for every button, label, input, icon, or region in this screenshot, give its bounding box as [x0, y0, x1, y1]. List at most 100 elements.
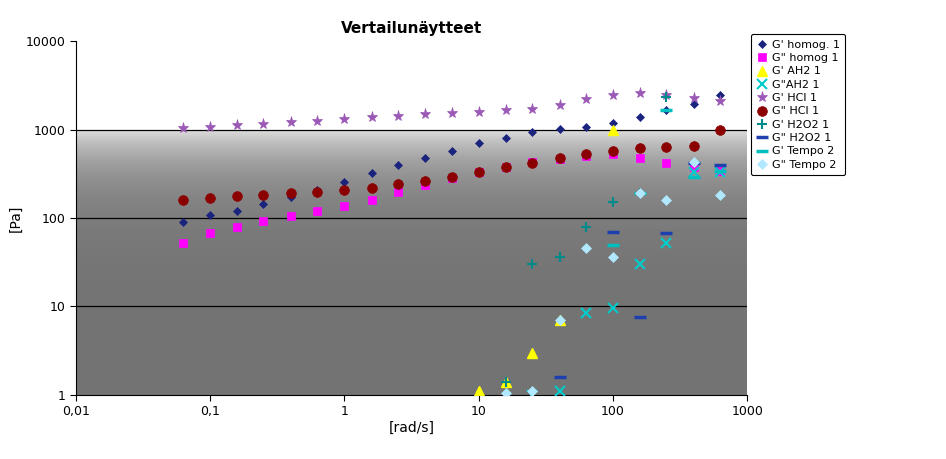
G" Tempo 2 — [607, 254, 619, 260]
G" homog 1 — [635, 156, 646, 161]
G" HCl 1 — [366, 185, 377, 190]
G" H2O2 1 — [607, 229, 619, 235]
G' AH2 1 — [527, 350, 538, 355]
G" Tempo 2 — [553, 317, 565, 323]
G' Tempo 2 — [661, 108, 673, 113]
G' homog. 1 — [258, 202, 270, 207]
G' HCl 1 — [258, 121, 270, 127]
Line: G' Tempo 2: G' Tempo 2 — [606, 104, 727, 251]
G' homog. 1 — [285, 195, 296, 200]
G' HCl 1 — [366, 115, 377, 120]
G" homog 1 — [366, 197, 377, 202]
G' AH2 1 — [607, 127, 619, 132]
G' homog. 1 — [366, 171, 377, 176]
G" Tempo 2 — [688, 159, 699, 164]
G" HCl 1 — [473, 169, 484, 174]
G" homog 1 — [500, 164, 512, 169]
G' HCl 1 — [553, 102, 565, 108]
G' homog. 1 — [232, 208, 243, 214]
G' HCl 1 — [500, 107, 512, 113]
G" HCl 1 — [715, 127, 727, 132]
G' homog. 1 — [688, 101, 699, 107]
Line: G' AH2 1: G' AH2 1 — [474, 125, 618, 396]
Line: G" H2O2 1: G" H2O2 1 — [553, 157, 727, 383]
G' Tempo 2 — [688, 174, 699, 179]
G' HCl 1 — [419, 112, 430, 117]
G" homog 1 — [232, 224, 243, 230]
G' Tempo 2 — [607, 242, 619, 247]
G' HCl 1 — [661, 92, 673, 97]
G"AH2 1 — [661, 241, 673, 246]
G" homog 1 — [419, 182, 430, 188]
G' H2O2 1 — [581, 224, 592, 230]
G" homog 1 — [607, 151, 619, 157]
G' H2O2 1 — [527, 262, 538, 267]
G' AH2 1 — [500, 379, 512, 385]
G" H2O2 1 — [661, 230, 673, 235]
G"AH2 1 — [607, 306, 619, 311]
G"AH2 1 — [635, 262, 646, 267]
G"AH2 1 — [688, 169, 699, 174]
G' homog. 1 — [607, 120, 619, 125]
G' HCl 1 — [232, 123, 243, 128]
X-axis label: [rad/s]: [rad/s] — [389, 421, 434, 435]
G" homog 1 — [447, 175, 458, 180]
G' H2O2 1 — [553, 254, 565, 260]
G' HCl 1 — [581, 96, 592, 101]
Title: Vertailunäytteet: Vertailunäytteet — [341, 21, 482, 36]
G' H2O2 1 — [635, 190, 646, 196]
G" HCl 1 — [447, 174, 458, 179]
G' HCl 1 — [285, 120, 296, 125]
G" HCl 1 — [258, 192, 270, 198]
G' H2O2 1 — [661, 94, 673, 100]
G' HCl 1 — [178, 125, 189, 130]
G"AH2 1 — [581, 310, 592, 315]
G' HCl 1 — [607, 92, 619, 97]
Line: G" Tempo 2: G" Tempo 2 — [502, 158, 724, 396]
G" H2O2 1 — [688, 160, 699, 166]
G" HCl 1 — [661, 144, 673, 150]
G" HCl 1 — [312, 189, 324, 195]
G' homog. 1 — [447, 148, 458, 153]
G' HCl 1 — [447, 110, 458, 116]
G" HCl 1 — [285, 190, 296, 196]
G' HCl 1 — [312, 118, 324, 123]
G"AH2 1 — [527, 392, 538, 397]
G" HCl 1 — [635, 146, 646, 151]
G' homog. 1 — [204, 213, 216, 218]
G" HCl 1 — [688, 143, 699, 149]
G' homog. 1 — [393, 162, 404, 168]
G' H2O2 1 — [607, 200, 619, 205]
G' HCl 1 — [339, 116, 350, 122]
G" homog 1 — [312, 208, 324, 214]
G" HCl 1 — [204, 196, 216, 201]
G" Tempo 2 — [635, 190, 646, 196]
Line: G' H2O2 1: G' H2O2 1 — [474, 92, 672, 406]
Line: G' homog. 1: G' homog. 1 — [181, 93, 723, 225]
G" homog 1 — [661, 161, 673, 166]
G" homog 1 — [204, 230, 216, 235]
G" HCl 1 — [232, 193, 243, 199]
G" homog 1 — [178, 241, 189, 246]
G' homog. 1 — [500, 135, 512, 140]
G" homog 1 — [553, 156, 565, 162]
G" homog 1 — [715, 168, 727, 173]
Line: G" homog 1: G" homog 1 — [179, 150, 725, 247]
G' homog. 1 — [527, 130, 538, 135]
G' HCl 1 — [688, 95, 699, 101]
G' Tempo 2 — [635, 190, 646, 196]
G' homog. 1 — [178, 219, 189, 225]
G' homog. 1 — [635, 114, 646, 119]
G" H2O2 1 — [635, 315, 646, 320]
G' AH2 1 — [553, 317, 565, 323]
G" HCl 1 — [581, 151, 592, 157]
G' H2O2 1 — [500, 379, 512, 385]
G' HCl 1 — [204, 124, 216, 129]
G' homog. 1 — [553, 127, 565, 132]
G' HCl 1 — [635, 90, 646, 96]
G" homog 1 — [473, 169, 484, 174]
G"AH2 1 — [553, 388, 565, 394]
G' AH2 1 — [473, 388, 484, 394]
G' H2O2 1 — [473, 398, 484, 404]
G" HCl 1 — [339, 188, 350, 193]
